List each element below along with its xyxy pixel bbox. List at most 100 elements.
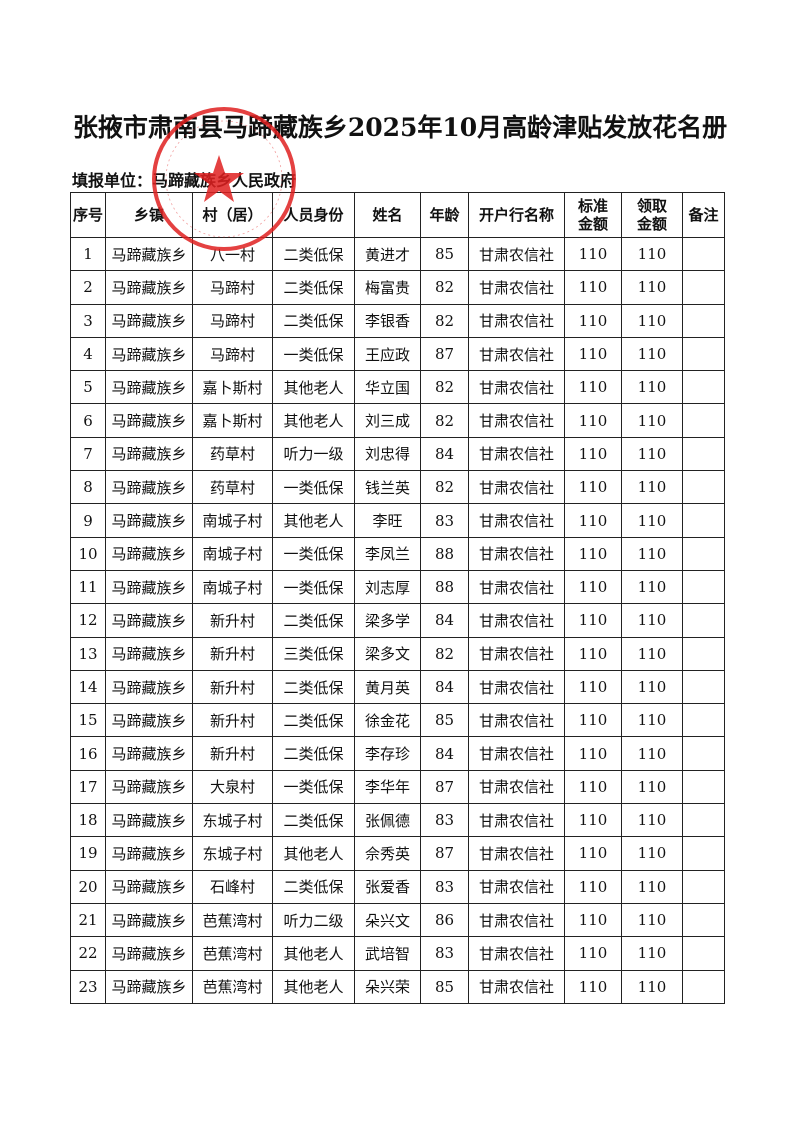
cell-col-township: 马蹄藏族乡 (105, 270, 193, 305)
cell-col-village: 新升村 (192, 736, 273, 771)
cell-col-township: 马蹄藏族乡 (105, 703, 193, 738)
cell-col-bank: 甘肃农信社 (468, 403, 565, 438)
table-row: 17 马蹄藏族乡 大泉村 一类低保 李华年 87 甘肃农信社 110 110 (70, 769, 725, 805)
cell-col-status: 其他老人 (272, 969, 355, 1004)
cell-col-name: 梁多文 (354, 636, 421, 671)
cell-col-index: 22 (70, 936, 106, 971)
header-col-standard-amount: 标准 金额 (564, 192, 622, 238)
cell-col-received-amount: 110 (621, 936, 683, 971)
cell-col-bank: 甘肃农信社 (468, 503, 565, 538)
table-row: 21 马蹄藏族乡 芭蕉湾村 听力二级 朵兴文 86 甘肃农信社 110 110 (70, 902, 725, 938)
cell-col-remarks (682, 503, 725, 538)
cell-col-age: 88 (420, 536, 469, 571)
cell-col-name: 张佩德 (354, 803, 421, 838)
cell-col-township: 马蹄藏族乡 (105, 303, 193, 338)
cell-col-status: 二类低保 (272, 270, 355, 305)
cell-col-status: 二类低保 (272, 869, 355, 904)
cell-col-age: 85 (420, 969, 469, 1004)
cell-col-name: 华立国 (354, 370, 421, 405)
cell-col-age: 87 (420, 336, 469, 372)
cell-col-received-amount: 110 (621, 270, 683, 305)
cell-col-township: 马蹄藏族乡 (105, 936, 193, 971)
cell-col-village: 南城子村 (192, 536, 273, 571)
cell-col-received-amount: 110 (621, 736, 683, 771)
cell-col-bank: 甘肃农信社 (468, 270, 565, 305)
cell-col-name: 梅富贵 (354, 270, 421, 305)
table-row: 1 马蹄藏族乡 八一村 二类低保 黄进才 85 甘肃农信社 110 110 (70, 236, 725, 272)
cell-col-standard-amount: 110 (564, 470, 622, 505)
cell-col-age: 88 (420, 569, 469, 605)
table-row: 7 马蹄藏族乡 药草村 听力一级 刘忠得 84 甘肃农信社 110 110 (70, 436, 725, 472)
cell-col-remarks (682, 236, 725, 272)
cell-col-received-amount: 110 (621, 603, 683, 638)
cell-col-status: 其他老人 (272, 936, 355, 971)
cell-col-status: 二类低保 (272, 603, 355, 638)
table-header-row: 序号 乡镇 村（居） 人员身份 姓名 年龄 开户行名称 标准 金额 领取 金额 备注 (70, 192, 725, 238)
cell-col-status: 一类低保 (272, 536, 355, 571)
header-col-bank: 开户行名称 (468, 192, 565, 238)
table-row: 5 马蹄藏族乡 嘉卜斯村 其他老人 华立国 82 甘肃农信社 110 110 (70, 370, 725, 405)
cell-col-name: 李凤兰 (354, 536, 421, 571)
cell-col-village: 南城子村 (192, 503, 273, 538)
cell-col-status: 其他老人 (272, 403, 355, 438)
cell-col-remarks (682, 669, 725, 705)
cell-col-remarks (682, 736, 725, 771)
cell-col-status: 一类低保 (272, 569, 355, 605)
cell-col-index: 9 (70, 503, 106, 538)
cell-col-received-amount: 110 (621, 503, 683, 538)
cell-col-township: 马蹄藏族乡 (105, 869, 193, 904)
cell-col-bank: 甘肃农信社 (468, 436, 565, 472)
subsidy-roster-table: 序号 乡镇 村（居） 人员身份 姓名 年龄 开户行名称 标准 金额 领取 金额 备注 1 马蹄藏族乡… (70, 192, 725, 1004)
cell-col-bank: 甘肃农信社 (468, 603, 565, 638)
cell-col-status: 一类低保 (272, 470, 355, 505)
cell-col-index: 10 (70, 536, 106, 571)
cell-col-age: 84 (420, 736, 469, 771)
table-row: 11 马蹄藏族乡 南城子村 一类低保 刘志厚 88 甘肃农信社 110 110 (70, 569, 725, 605)
header-col-received-amount: 领取 金额 (621, 192, 683, 238)
cell-col-index: 2 (70, 270, 106, 305)
cell-col-index: 18 (70, 803, 106, 838)
cell-col-village: 八一村 (192, 236, 273, 272)
cell-col-age: 87 (420, 769, 469, 805)
cell-col-name: 李银香 (354, 303, 421, 338)
cell-col-received-amount: 110 (621, 236, 683, 272)
cell-col-received-amount: 110 (621, 803, 683, 838)
cell-col-received-amount: 110 (621, 569, 683, 605)
header-col-index: 序号 (70, 192, 106, 238)
cell-col-remarks (682, 569, 725, 605)
cell-col-standard-amount: 110 (564, 869, 622, 904)
cell-col-received-amount: 110 (621, 869, 683, 904)
cell-col-township: 马蹄藏族乡 (105, 803, 193, 838)
cell-col-remarks (682, 270, 725, 305)
cell-col-township: 马蹄藏族乡 (105, 403, 193, 438)
cell-col-received-amount: 110 (621, 703, 683, 738)
cell-col-name: 刘志厚 (354, 569, 421, 605)
cell-col-bank: 甘肃农信社 (468, 536, 565, 571)
cell-col-standard-amount: 110 (564, 803, 622, 838)
cell-col-status: 三类低保 (272, 636, 355, 671)
cell-col-village: 药草村 (192, 470, 273, 505)
reporting-unit-value: 马蹄藏族乡人民政府 (152, 171, 297, 190)
cell-col-remarks (682, 902, 725, 938)
cell-col-name: 王应政 (354, 336, 421, 372)
cell-col-bank: 甘肃农信社 (468, 370, 565, 405)
cell-col-standard-amount: 110 (564, 603, 622, 638)
cell-col-age: 83 (420, 869, 469, 904)
cell-col-received-amount: 110 (621, 669, 683, 705)
cell-col-standard-amount: 110 (564, 969, 622, 1004)
cell-col-bank: 甘肃农信社 (468, 569, 565, 605)
cell-col-index: 14 (70, 669, 106, 705)
cell-col-name: 武培智 (354, 936, 421, 971)
cell-col-age: 84 (420, 436, 469, 472)
cell-col-village: 马蹄村 (192, 270, 273, 305)
cell-col-standard-amount: 110 (564, 270, 622, 305)
reporting-unit: 填报单位：马蹄藏族乡人民政府 (72, 167, 296, 191)
cell-col-village: 南城子村 (192, 569, 273, 605)
cell-col-name: 李存珍 (354, 736, 421, 771)
cell-col-index: 4 (70, 336, 106, 372)
cell-col-status: 二类低保 (272, 803, 355, 838)
table-row: 12 马蹄藏族乡 新升村 二类低保 梁多学 84 甘肃农信社 110 110 (70, 603, 725, 638)
cell-col-age: 83 (420, 936, 469, 971)
cell-col-standard-amount: 110 (564, 370, 622, 405)
cell-col-township: 马蹄藏族乡 (105, 503, 193, 538)
